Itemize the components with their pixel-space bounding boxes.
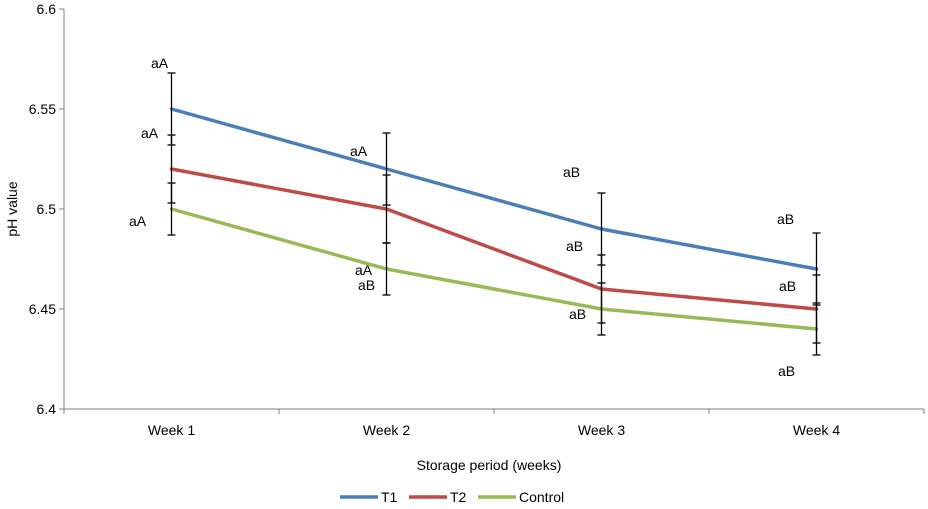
axes: [63, 9, 924, 410]
y-tick-labels: 6.4 6.45 6.5 6.55 6.6: [29, 1, 64, 417]
legend-label: T1: [381, 489, 398, 505]
x-tick-label: Week 1: [148, 422, 195, 438]
y-tick-label: 6.4: [37, 401, 57, 417]
significance-label: aA: [355, 262, 373, 278]
significance-label: aA: [141, 125, 159, 141]
series-line-t1: [169, 107, 819, 271]
significance-label: aB: [569, 306, 586, 322]
series-line-control: [169, 207, 819, 331]
y-tick-label: 6.45: [29, 301, 56, 317]
significance-label: aB: [777, 211, 794, 227]
significance-label: aB: [779, 278, 796, 294]
legend-item-t1: T1: [340, 489, 398, 505]
error-bar: [167, 182, 176, 236]
significance-label: aB: [566, 238, 583, 254]
significance-label: aA: [151, 55, 169, 71]
significance-label: aA: [350, 143, 368, 159]
error-bar: [812, 302, 821, 356]
significance-label: aA: [129, 213, 147, 229]
y-tick-label: 6.55: [29, 101, 56, 117]
legend-label: Control: [519, 489, 564, 505]
error-bars: [167, 72, 821, 356]
x-tick-label: Week 2: [363, 422, 410, 438]
x-tick-label: Week 4: [793, 422, 840, 438]
significance-label: aB: [778, 363, 795, 379]
series-lines: [169, 107, 819, 331]
legend-label: T2: [450, 489, 467, 505]
x-tick-label: Week 3: [578, 422, 625, 438]
y-axis-title: pH value: [4, 181, 20, 236]
y-tick-label: 6.5: [37, 201, 57, 217]
legend: T1 T2 Control: [340, 489, 564, 505]
x-tick-labels: Week 1 Week 2 Week 3 Week 4: [63, 409, 925, 438]
series-line-t2: [169, 167, 819, 311]
legend-item-t2: T2: [409, 489, 467, 505]
error-bar: [597, 282, 606, 336]
error-bar: [382, 242, 391, 296]
y-tick-label: 6.6: [37, 1, 57, 17]
legend-item-control: Control: [478, 489, 564, 505]
significance-label: aB: [358, 277, 375, 293]
significance-label: aB: [563, 164, 580, 180]
x-axis-title: Storage period (weeks): [417, 457, 562, 473]
